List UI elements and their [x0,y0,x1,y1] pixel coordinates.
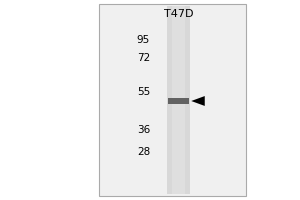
FancyBboxPatch shape [167,6,190,194]
FancyBboxPatch shape [168,98,189,104]
FancyBboxPatch shape [99,4,246,196]
Text: 28: 28 [137,147,150,157]
Text: 72: 72 [137,53,150,63]
Text: T47D: T47D [164,9,193,19]
Text: 55: 55 [137,87,150,97]
Text: 36: 36 [137,125,150,135]
FancyBboxPatch shape [172,6,185,194]
Text: 95: 95 [137,35,150,45]
Polygon shape [191,96,205,106]
